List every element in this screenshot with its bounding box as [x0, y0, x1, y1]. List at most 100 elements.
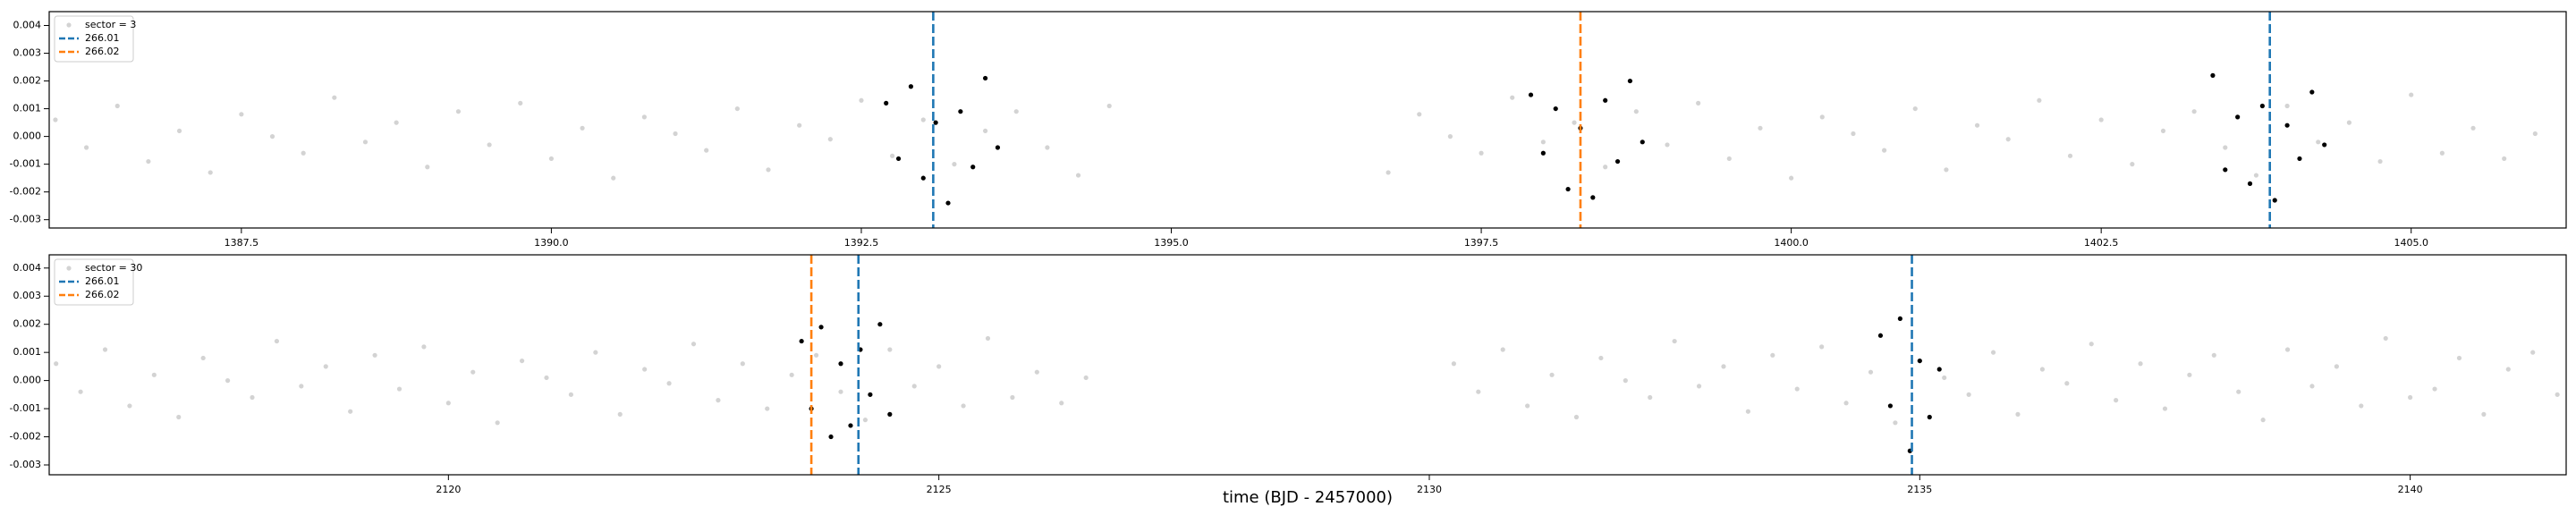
data-point — [2532, 131, 2538, 137]
legend-label: 266.02 — [85, 289, 120, 300]
x-tick-label: 1402.5 — [2084, 237, 2119, 249]
legend-label: 266.02 — [85, 46, 120, 57]
data-point — [1917, 358, 1922, 364]
y-tick-label: 0.002 — [13, 75, 42, 87]
data-point — [54, 361, 59, 367]
data-point — [269, 134, 275, 139]
y-tick-label: -0.002 — [10, 431, 41, 443]
x-tick-label: 2140 — [2398, 484, 2423, 495]
data-point — [1726, 156, 1732, 162]
data-point — [911, 384, 917, 389]
data-point — [2505, 367, 2511, 372]
data-point — [394, 120, 399, 125]
data-point — [2470, 125, 2476, 131]
data-point — [2309, 89, 2315, 95]
data-point — [2409, 92, 2414, 97]
data-point — [1770, 352, 1775, 358]
data-point — [952, 162, 957, 167]
data-point — [2253, 173, 2259, 178]
data-point — [2089, 342, 2094, 347]
data-point — [2259, 103, 2265, 109]
legend-box — [54, 258, 134, 306]
data-point — [2260, 418, 2266, 423]
x-tick-label: 1395.0 — [1154, 237, 1189, 249]
data-point — [765, 406, 770, 411]
data-point — [2322, 142, 2327, 148]
y-tick-label: 0.000 — [13, 375, 42, 386]
x-tick-label: 1387.5 — [225, 237, 259, 249]
data-point — [239, 112, 244, 117]
y-tick-label: 0.001 — [13, 346, 42, 358]
data-point — [1540, 150, 1546, 156]
data-point — [2247, 181, 2253, 186]
data-point — [1603, 165, 1608, 170]
data-point — [1851, 131, 1856, 137]
x-tick-label: 1397.5 — [1464, 237, 1499, 249]
data-point — [114, 103, 120, 109]
data-point — [348, 409, 353, 414]
data-point — [2235, 114, 2241, 120]
data-point — [641, 114, 647, 120]
data-point — [827, 137, 833, 142]
data-point — [2005, 137, 2011, 142]
data-point — [1881, 148, 1887, 153]
data-point — [617, 411, 623, 417]
data-point — [362, 139, 369, 145]
data-point — [455, 109, 462, 114]
data-point — [1045, 145, 1050, 150]
data-point — [1665, 142, 1670, 148]
data-point — [1868, 369, 1874, 375]
x-tick-label: 2120 — [436, 484, 461, 495]
data-point — [945, 200, 951, 206]
data-point — [127, 403, 132, 409]
data-point — [2359, 403, 2364, 409]
data-point — [425, 165, 430, 170]
data-point — [2191, 109, 2197, 114]
data-point — [766, 167, 771, 173]
data-point — [2138, 361, 2143, 367]
data-point — [2114, 398, 2119, 403]
x-tick-label: 2135 — [1907, 484, 1932, 495]
data-point — [1540, 139, 1546, 145]
data-point — [1451, 361, 1457, 367]
data-point — [642, 367, 648, 372]
data-point — [958, 109, 963, 114]
data-point — [1075, 173, 1081, 178]
data-point — [673, 131, 678, 137]
data-point — [2284, 122, 2290, 128]
data-point — [1936, 367, 1942, 372]
data-point — [2316, 139, 2321, 145]
data-point — [1721, 364, 1726, 369]
data-point — [1897, 316, 1902, 322]
legend-label: sector = 3 — [85, 19, 136, 30]
y-tick-label: 0.004 — [13, 20, 42, 31]
data-point — [2064, 381, 2070, 386]
legend-label: 266.01 — [85, 275, 120, 287]
data-point — [421, 344, 427, 350]
data-point — [2211, 352, 2216, 358]
data-point — [1633, 109, 1639, 114]
data-point — [818, 325, 824, 330]
data-point — [611, 175, 616, 181]
data-point — [1528, 92, 1534, 97]
x-tick-label: 1405.0 — [2394, 237, 2428, 249]
legend-label: 266.01 — [85, 32, 120, 44]
data-point — [666, 381, 672, 386]
data-point — [301, 150, 306, 156]
data-point — [877, 322, 883, 327]
data-point — [544, 375, 549, 381]
legend-marker — [66, 22, 72, 28]
data-point — [1927, 414, 1932, 420]
data-point — [2297, 156, 2302, 162]
data-point — [1887, 403, 1894, 409]
data-point — [838, 361, 843, 367]
data-point — [799, 338, 804, 344]
data-point — [2160, 128, 2166, 134]
data-point — [982, 128, 988, 134]
data-point — [593, 350, 598, 355]
data-point — [1565, 186, 1571, 192]
data-point — [548, 156, 555, 162]
data-point — [2377, 158, 2383, 165]
data-point — [78, 389, 83, 394]
